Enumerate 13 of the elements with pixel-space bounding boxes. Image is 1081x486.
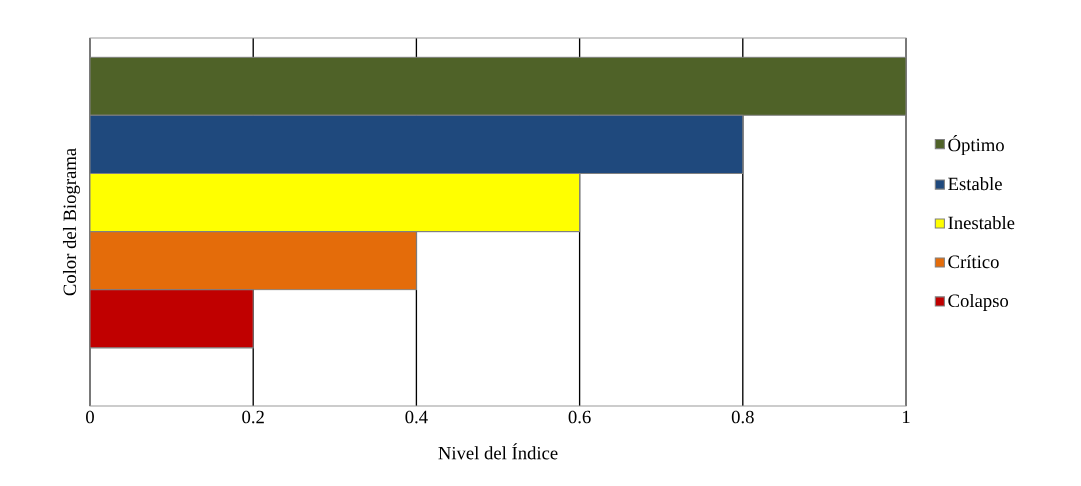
- x-tick-label: 0.8: [731, 410, 754, 424]
- legend-label: Crítico: [948, 254, 999, 269]
- x-tick-label: 1: [902, 410, 910, 424]
- y-axis-title: Color del Biograma: [62, 148, 80, 296]
- x-tick-label: 0.4: [405, 410, 428, 424]
- legend-label: Óptimo: [948, 135, 1004, 156]
- x-tick-label: 0: [86, 410, 94, 424]
- legend-label: Estable: [948, 177, 1002, 191]
- legend-label: Inestable: [948, 216, 1015, 230]
- x-axis-title: Nivel del Índice: [438, 443, 558, 460]
- x-tick-label: 0.2: [242, 410, 264, 424]
- x-tick-label: 0.6: [568, 410, 591, 424]
- legend-label: Colapso: [948, 293, 1009, 311]
